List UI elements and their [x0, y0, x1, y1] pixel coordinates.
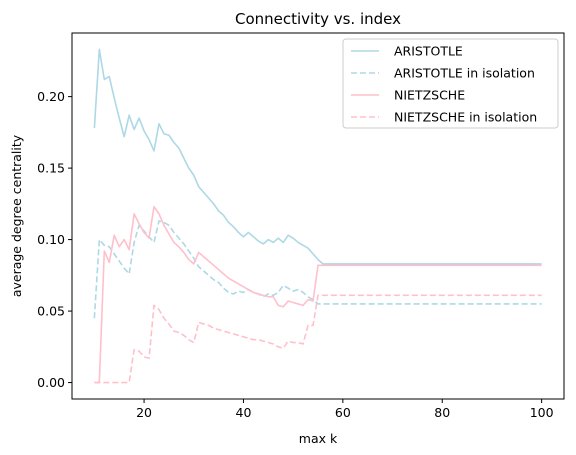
- legend-box: [342, 38, 559, 129]
- x-tick-label: 40: [236, 405, 252, 420]
- y-tick-label: 0.15: [37, 161, 65, 176]
- plot-frame: [71, 32, 565, 400]
- series-line-1: [93, 220, 542, 319]
- y-tick-label: 0.00: [37, 375, 65, 390]
- y-axis-title: average degree centrality: [9, 134, 24, 297]
- series-line-3: [94, 294, 542, 384]
- series-layer: [93, 48, 542, 384]
- series-line-2: [94, 205, 542, 384]
- legend: ARISTOTLE ARISTOTLE in isolation NIETZSCHE…: [342, 38, 559, 129]
- legend-label-3: NIETZSCHE in isolation: [394, 110, 537, 125]
- y-tick-label: 0.10: [37, 232, 65, 247]
- x-tick-label: 80: [434, 405, 450, 420]
- series-line-0: [93, 48, 542, 265]
- y-tick-label: 0.05: [37, 304, 65, 319]
- y-tick-label: 0.20: [37, 89, 65, 104]
- x-axis-title: max k: [299, 431, 338, 446]
- x-tick-label: 100: [530, 405, 554, 420]
- legend-label-0: ARISTOTLE: [394, 44, 463, 59]
- legend-label-1: ARISTOTLE in isolation: [394, 66, 535, 81]
- legend-label-2: NIETZSCHE: [394, 88, 465, 103]
- x-tick-label: 60: [335, 405, 351, 420]
- x-tick-label: 20: [136, 405, 152, 420]
- x-axis: 20 40 60 80 100: [136, 399, 554, 420]
- chart-title: Connectivity vs. index: [235, 10, 401, 28]
- y-axis: 0.00 0.05 0.10 0.15 0.20: [37, 89, 72, 390]
